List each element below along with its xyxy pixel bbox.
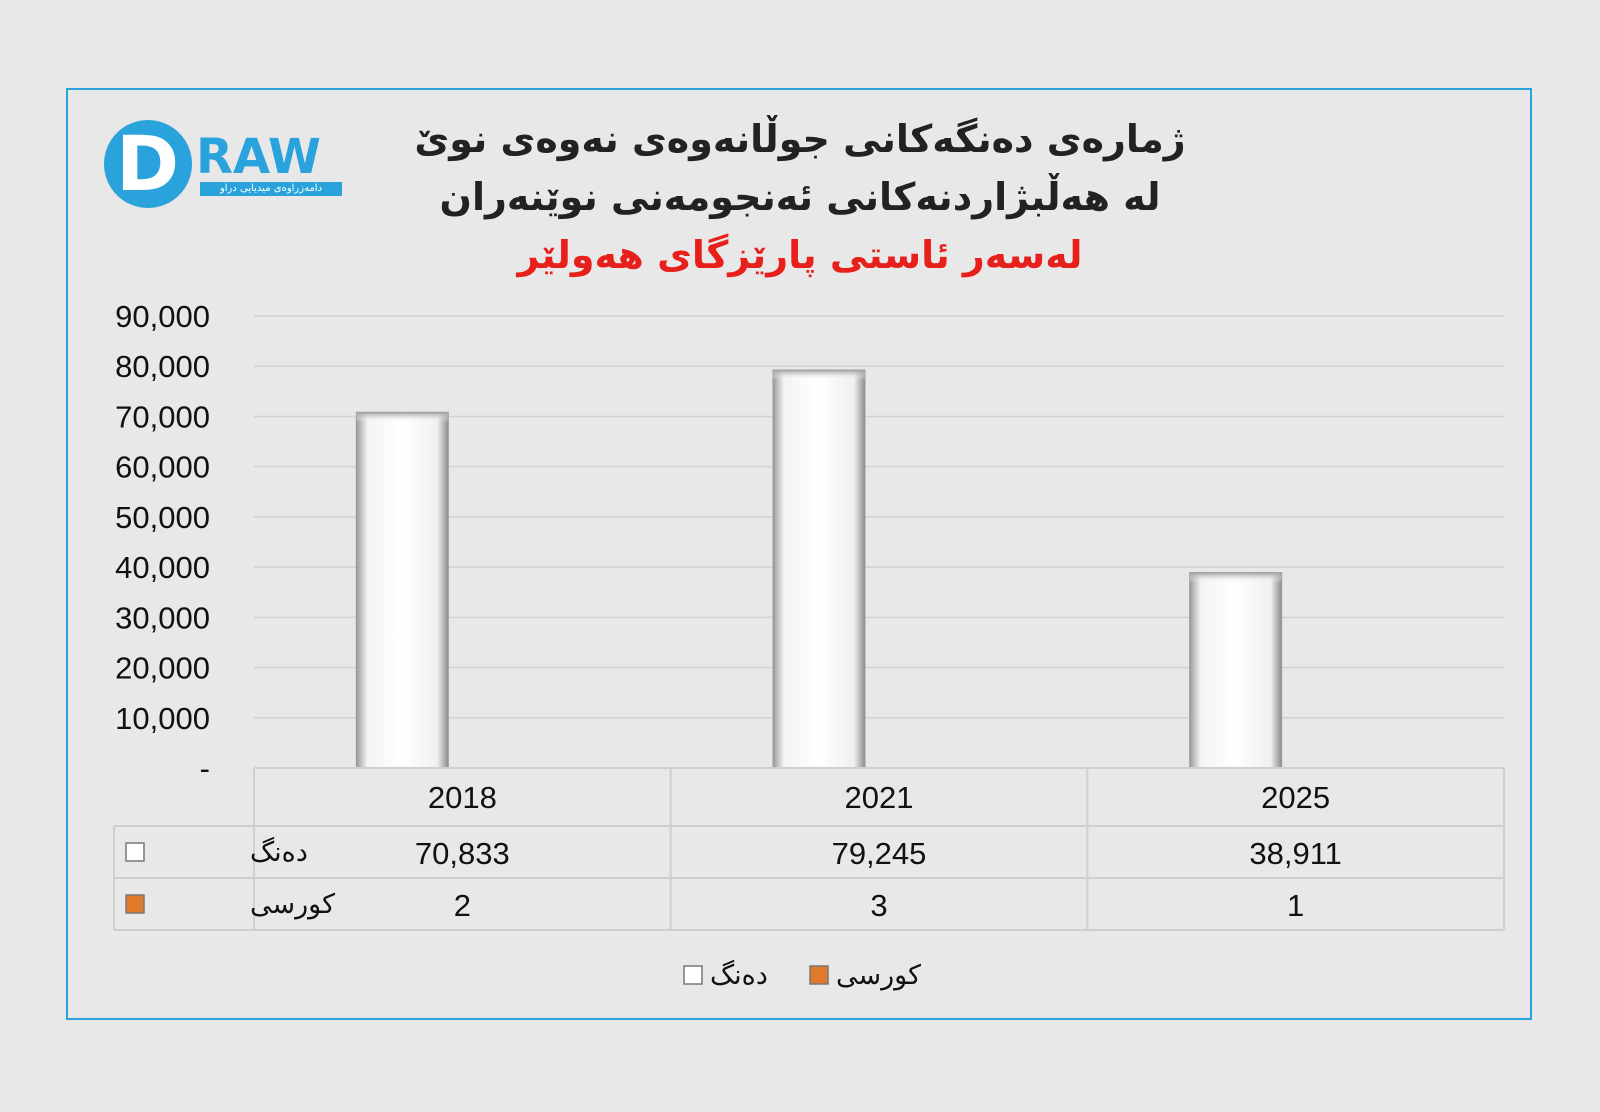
bar-body <box>772 369 866 769</box>
bar-top-bevel <box>773 370 865 381</box>
chart-title: ژمارەی دەنگەکانی جوڵانەوەی نەوەی نوێ لە … <box>380 110 1220 284</box>
logo-wordmark: RAW <box>196 129 321 185</box>
y-tick-label: 40,000 <box>115 550 210 585</box>
table-cell: 1 <box>1287 888 1304 923</box>
y-tick-label: 70,000 <box>115 399 210 434</box>
legend-swatch <box>683 965 703 985</box>
draw-logo: D RAW دامەزراوەی میدیایی دراو <box>100 116 350 212</box>
legend-item: دەنگ <box>683 959 768 991</box>
legend-label: کورسی <box>836 960 921 991</box>
logo-circle <box>104 120 192 208</box>
series-swatch <box>125 842 145 862</box>
category-label: 2018 <box>428 780 497 815</box>
title-line-3: لەسەر ئاستی پارێزگای هەولێر <box>517 233 1083 277</box>
bar-body <box>1189 572 1283 769</box>
legend-swatch <box>809 965 829 985</box>
series-row-label: کورسی <box>250 889 335 920</box>
bar-2025 <box>1189 572 1283 769</box>
bar-2021 <box>772 369 866 769</box>
table-cell: 79,245 <box>832 836 927 871</box>
y-tick-label: 30,000 <box>115 600 210 635</box>
legend: کورسی دەنگ <box>683 959 921 991</box>
series-row-label: دەنگ <box>250 836 308 868</box>
gridlines <box>254 315 1504 719</box>
y-tick-label: 10,000 <box>115 701 210 736</box>
data-table: 2018 2021 2025 دەنگ 70,833 79,245 38,911 کورسی 2… <box>113 767 1505 931</box>
table-cell: 2 <box>454 888 471 923</box>
y-tick-label: 90,000 <box>115 299 210 334</box>
bars <box>355 369 1283 769</box>
series-swatch <box>125 894 145 914</box>
table-row: دەنگ 70,833 79,245 38,911 <box>125 836 1342 871</box>
y-tick-label: 80,000 <box>115 349 210 384</box>
title-line-2: لە هەڵبژاردنەکانی ئەنجومەنی نوێنەران <box>439 175 1161 219</box>
bar-top-bevel <box>1189 572 1282 583</box>
table-cell: 3 <box>870 888 887 923</box>
y-axis-ticks: - 10,000 20,000 30,000 40,000 50,000 60,000 70,… <box>115 299 210 786</box>
y-tick-label: 60,000 <box>115 450 210 485</box>
y-tick-label: 50,000 <box>115 500 210 535</box>
legend-label: دەنگ <box>710 959 768 991</box>
title-line-1: ژمارەی دەنگەکانی جوڵانەوەی نەوەی نوێ <box>414 117 1186 161</box>
bar-top-bevel <box>356 412 449 423</box>
bar-2018 <box>355 411 449 769</box>
bar-body <box>355 411 449 769</box>
table-cell: 70,833 <box>415 836 510 871</box>
table-cell: 38,911 <box>1249 836 1342 871</box>
y-tick-label: - <box>200 751 210 786</box>
logo-tagline: دامەزراوەی میدیایی دراو <box>200 182 342 196</box>
y-tick-label: 20,000 <box>115 651 210 686</box>
table-row: کورسی 2 3 1 <box>125 888 1304 923</box>
category-label: 2025 <box>1261 780 1330 815</box>
logo-d-letter: D <box>116 119 180 208</box>
category-label: 2021 <box>845 780 914 815</box>
legend-item: کورسی <box>809 960 921 991</box>
